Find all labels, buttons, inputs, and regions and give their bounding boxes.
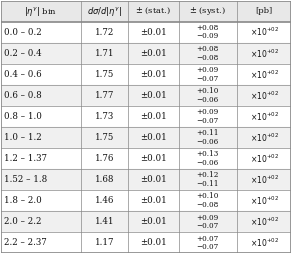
Text: 1.71: 1.71 <box>95 49 114 58</box>
Text: ±0.01: ±0.01 <box>140 133 167 142</box>
Text: 1.41: 1.41 <box>95 217 114 226</box>
Bar <box>1 211 291 232</box>
Text: −0.08: −0.08 <box>197 54 219 61</box>
Text: +0.10: +0.10 <box>197 87 219 95</box>
Bar <box>1 22 291 43</box>
Text: ±0.01: ±0.01 <box>140 28 167 37</box>
Bar <box>1 106 291 127</box>
Bar <box>1 169 291 190</box>
Text: 1.75: 1.75 <box>95 133 114 142</box>
Text: 2.0 – 2.2: 2.0 – 2.2 <box>4 217 42 226</box>
Bar <box>1 85 291 106</box>
Text: $\times10^{+02}$: $\times10^{+02}$ <box>250 152 279 165</box>
Text: 1.2 – 1.37: 1.2 – 1.37 <box>4 154 47 163</box>
Text: [pb]: [pb] <box>256 7 273 15</box>
Text: $\times10^{+02}$: $\times10^{+02}$ <box>250 236 279 249</box>
Text: −0.08: −0.08 <box>197 201 219 209</box>
Text: 0.6 – 0.8: 0.6 – 0.8 <box>4 91 42 100</box>
Text: $\times10^{+02}$: $\times10^{+02}$ <box>250 89 279 102</box>
Bar <box>1 127 291 148</box>
Text: +0.12: +0.12 <box>197 171 219 179</box>
Text: $\pm$ (stat.): $\pm$ (stat.) <box>135 6 171 17</box>
Text: $\times10^{+02}$: $\times10^{+02}$ <box>250 216 279 228</box>
Bar <box>1 148 291 169</box>
Text: −0.07: −0.07 <box>197 75 219 83</box>
Text: 1.8 – 2.0: 1.8 – 2.0 <box>4 196 42 205</box>
Text: 0.2 – 0.4: 0.2 – 0.4 <box>4 49 42 58</box>
Text: −0.06: −0.06 <box>197 159 219 167</box>
Text: +0.10: +0.10 <box>197 193 219 200</box>
Text: $d\sigma/d|\eta^\gamma|$: $d\sigma/d|\eta^\gamma|$ <box>87 5 121 18</box>
Text: $|\eta^\gamma|$ bin: $|\eta^\gamma|$ bin <box>24 5 57 18</box>
Bar <box>1 232 291 253</box>
Text: 1.76: 1.76 <box>95 154 114 163</box>
Text: ±0.01: ±0.01 <box>140 175 167 184</box>
Text: 0.4 – 0.6: 0.4 – 0.6 <box>4 70 42 79</box>
Text: $\times10^{+02}$: $\times10^{+02}$ <box>250 110 279 123</box>
Text: $\pm$ (syst.): $\pm$ (syst.) <box>189 5 226 17</box>
Text: ±0.01: ±0.01 <box>140 91 167 100</box>
Text: 1.46: 1.46 <box>95 196 114 205</box>
Text: 1.75: 1.75 <box>95 70 114 79</box>
Text: +0.09: +0.09 <box>197 66 219 74</box>
Text: $\times10^{+02}$: $\times10^{+02}$ <box>250 68 279 81</box>
Text: −0.07: −0.07 <box>197 222 219 230</box>
Text: ±0.01: ±0.01 <box>140 217 167 226</box>
Text: ±0.01: ±0.01 <box>140 154 167 163</box>
Text: −0.06: −0.06 <box>197 138 219 146</box>
Text: 0.8 – 1.0: 0.8 – 1.0 <box>4 112 42 121</box>
Bar <box>1 1 291 22</box>
Bar <box>1 190 291 211</box>
Text: −0.07: −0.07 <box>197 243 219 251</box>
Text: 1.73: 1.73 <box>95 112 114 121</box>
Text: $\times10^{+02}$: $\times10^{+02}$ <box>250 26 279 38</box>
Text: +0.08: +0.08 <box>197 24 219 32</box>
Text: +0.08: +0.08 <box>197 45 219 53</box>
Bar <box>1 43 291 64</box>
Text: 1.52 – 1.8: 1.52 – 1.8 <box>4 175 47 184</box>
Text: 1.68: 1.68 <box>95 175 114 184</box>
Text: ±0.01: ±0.01 <box>140 49 167 58</box>
Text: −0.06: −0.06 <box>197 96 219 104</box>
Text: 0.0 – 0.2: 0.0 – 0.2 <box>4 28 42 37</box>
Text: +0.13: +0.13 <box>197 150 219 158</box>
Text: +0.07: +0.07 <box>197 235 219 243</box>
Text: $\times10^{+02}$: $\times10^{+02}$ <box>250 173 279 186</box>
Text: ±0.01: ±0.01 <box>140 70 167 79</box>
Bar <box>1 64 291 85</box>
Text: +0.09: +0.09 <box>197 108 219 116</box>
Text: 2.2 – 2.37: 2.2 – 2.37 <box>4 238 47 247</box>
Text: 1.17: 1.17 <box>95 238 114 247</box>
Text: +0.11: +0.11 <box>197 129 219 137</box>
Text: −0.07: −0.07 <box>197 117 219 125</box>
Text: 1.72: 1.72 <box>95 28 114 37</box>
Text: 1.0 – 1.2: 1.0 – 1.2 <box>4 133 42 142</box>
Text: ±0.01: ±0.01 <box>140 196 167 205</box>
Text: −0.11: −0.11 <box>197 180 219 188</box>
Text: 1.77: 1.77 <box>95 91 114 100</box>
Text: ±0.01: ±0.01 <box>140 112 167 121</box>
Text: $\times10^{+02}$: $\times10^{+02}$ <box>250 47 279 59</box>
Text: −0.09: −0.09 <box>197 33 219 40</box>
Text: ±0.01: ±0.01 <box>140 238 167 247</box>
Text: +0.09: +0.09 <box>197 214 219 221</box>
Text: $\times10^{+02}$: $\times10^{+02}$ <box>250 195 279 207</box>
Text: $\times10^{+02}$: $\times10^{+02}$ <box>250 131 279 144</box>
